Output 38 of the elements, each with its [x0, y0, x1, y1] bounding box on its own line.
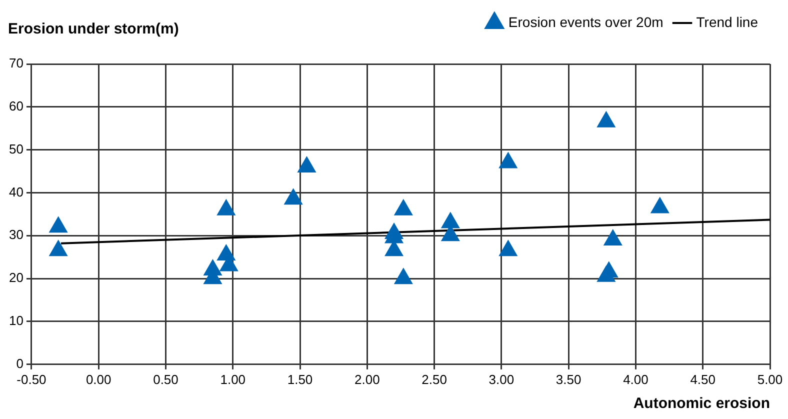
x-tick-label: 1.00	[220, 372, 246, 387]
y-tick-label: 60	[8, 98, 24, 114]
point	[298, 156, 316, 172]
x-tick-label: 0.00	[86, 372, 112, 387]
y-tick-label: 10	[8, 313, 24, 328]
x-tick-label: 3.00	[488, 372, 514, 387]
x-tick-label: 4.00	[623, 372, 648, 387]
point	[498, 240, 518, 256]
point	[394, 199, 413, 216]
y-tick-label: 30	[8, 227, 24, 242]
y-tick-label: 50	[8, 141, 24, 156]
point	[49, 240, 68, 256]
point	[49, 216, 68, 233]
y-tick-label: 0	[16, 356, 24, 371]
x-tick-label: 0.50	[153, 372, 178, 387]
point	[597, 111, 616, 128]
point	[217, 199, 236, 216]
y-tick-label: 20	[8, 270, 24, 286]
x-tick-label: 2.00	[354, 372, 380, 387]
point	[441, 212, 460, 228]
point	[650, 197, 670, 214]
x-tick-label: 1.50	[287, 372, 313, 387]
point	[604, 229, 622, 246]
point	[498, 152, 518, 168]
y-tick-label: 70	[8, 56, 24, 71]
x-tick-label: -0.50	[16, 372, 46, 387]
x-tick-label: 4.50	[690, 372, 716, 387]
point	[394, 268, 413, 284]
point	[284, 188, 302, 205]
x-tick-label: 5.00	[757, 372, 783, 387]
point	[597, 266, 616, 282]
x-tick-label: 3.50	[556, 372, 582, 387]
x-axis-title: Autonomic erosion	[633, 395, 770, 412]
y-axis-title: Erosion under storm(m)	[8, 20, 179, 38]
legend-label: Erosion events over 20m	[508, 14, 664, 30]
x-tick-label: 2.50	[422, 372, 447, 387]
legend-label: Trend line	[696, 14, 758, 30]
y-tick-label: 40	[8, 184, 24, 200]
